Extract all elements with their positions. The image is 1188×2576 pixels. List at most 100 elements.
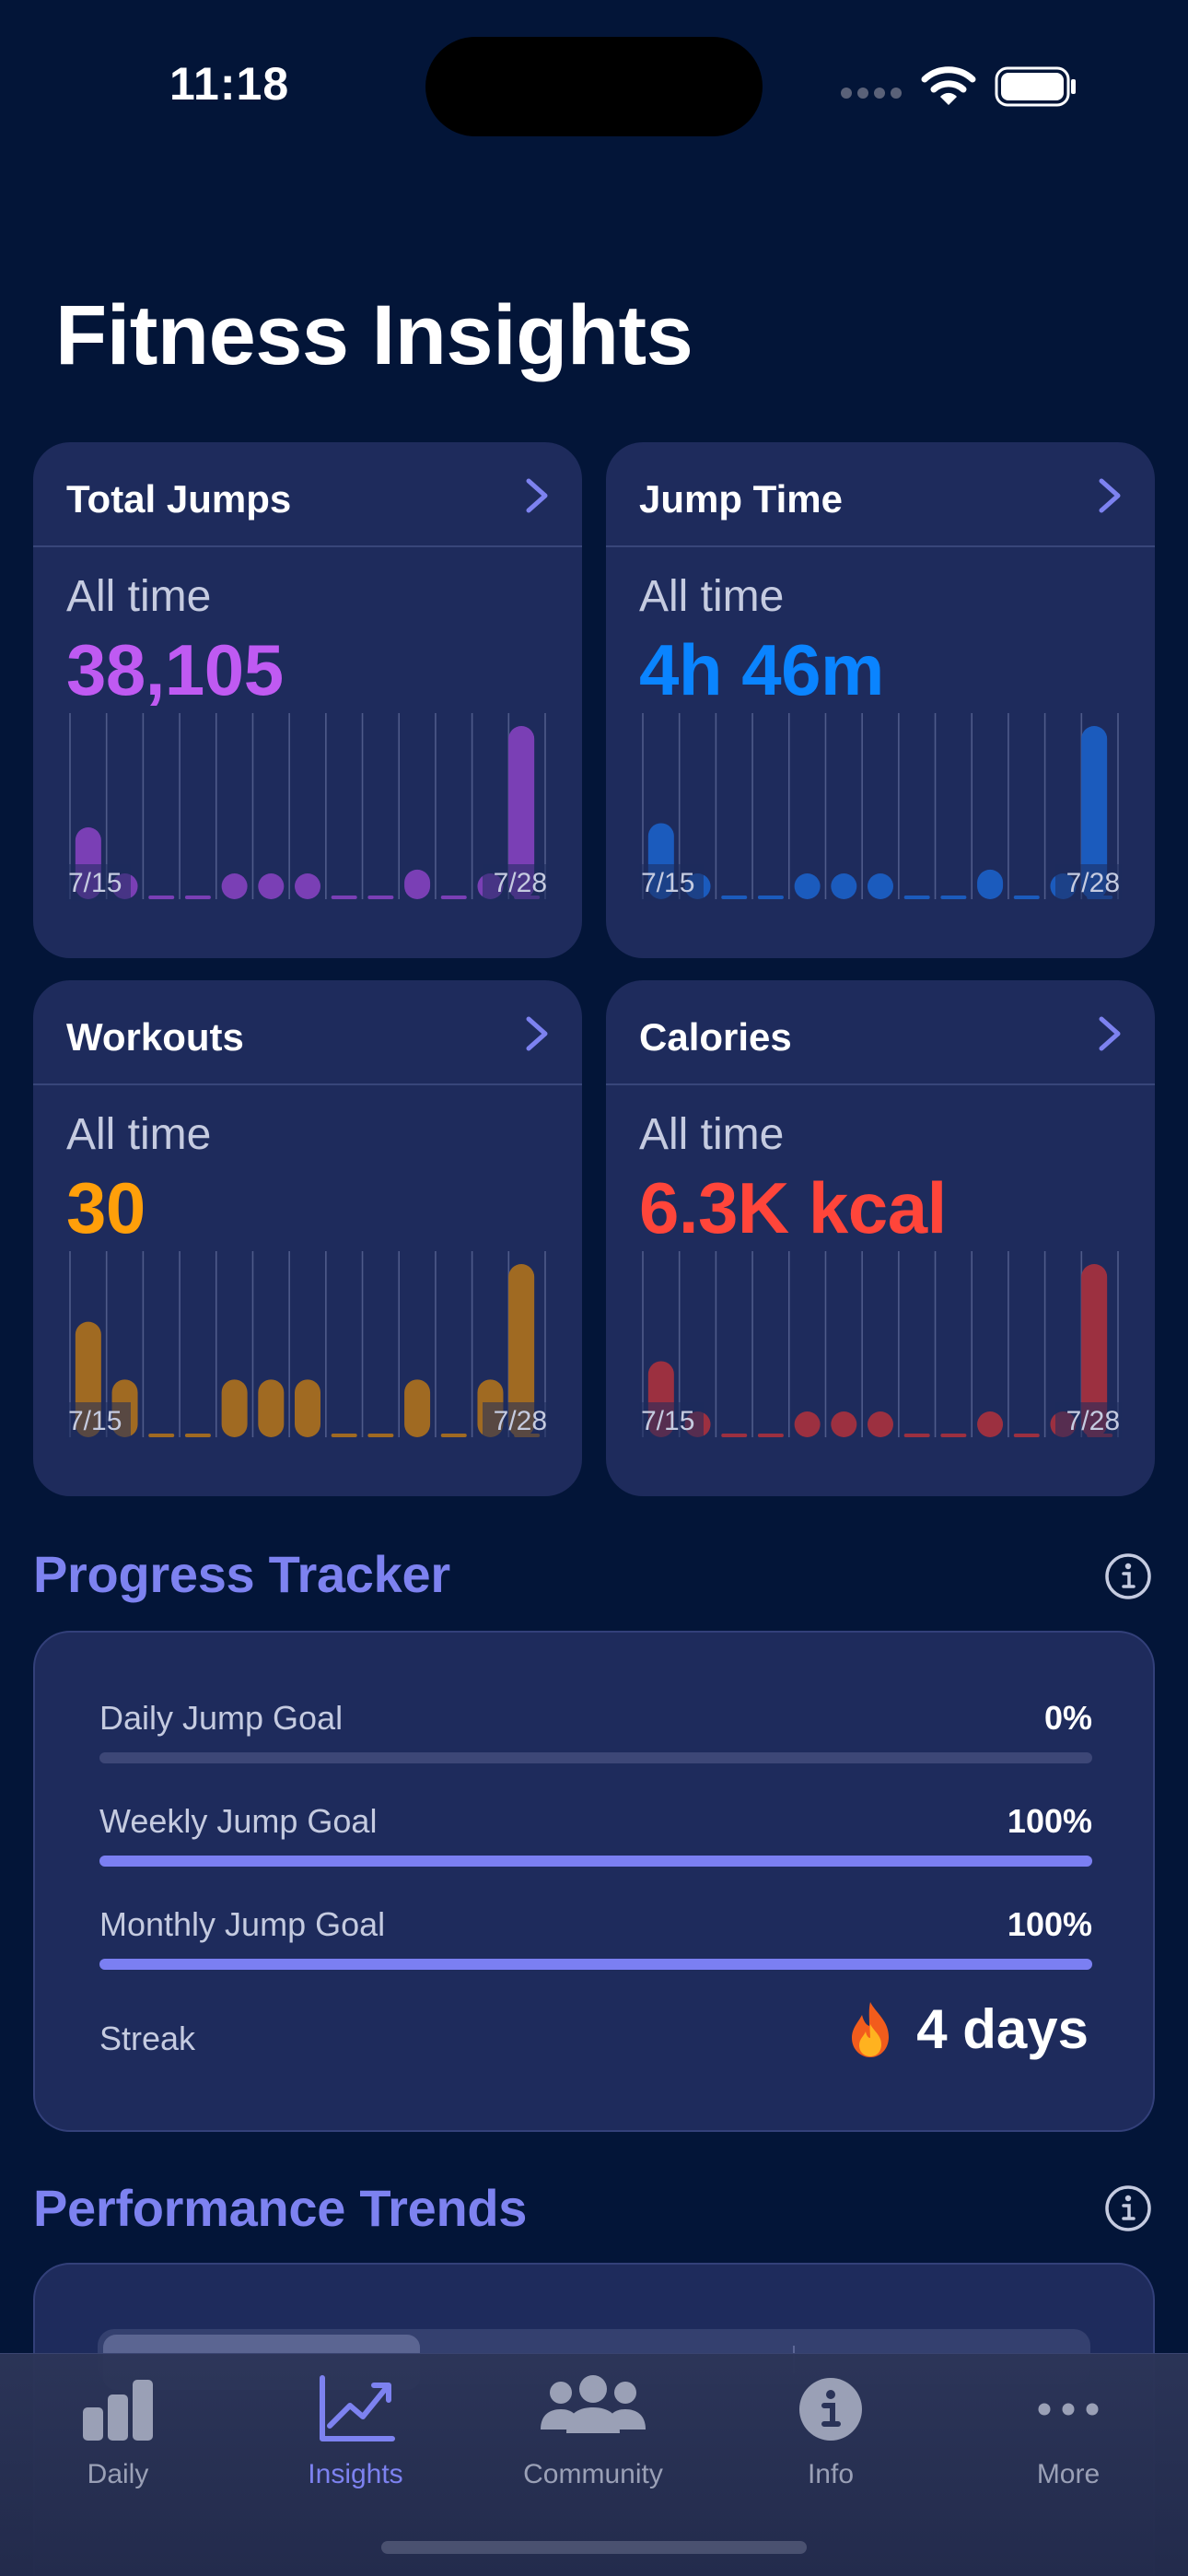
chart-bar [903, 896, 930, 899]
info-icon[interactable] [1103, 1551, 1153, 1601]
flame-icon [852, 2001, 890, 2057]
chart-bar [440, 1434, 467, 1437]
chart-bar [508, 726, 535, 899]
card-subtitle: All time [66, 1110, 212, 1159]
goal-progress-bar [99, 1752, 1092, 1763]
tab-label: Info [807, 2459, 855, 2489]
tab-daily[interactable]: Daily [17, 2372, 219, 2490]
chart-bar [258, 873, 285, 899]
people-icon [541, 2375, 646, 2433]
chart-bar [258, 1379, 285, 1437]
label-backdrop [483, 864, 549, 901]
tab-insights[interactable]: Insights [254, 2372, 457, 2490]
jump-time-card[interactable]: Jump Time All time 4h 46m 7/15 7/28 [606, 442, 1155, 958]
chart-start-label: 7/15 [68, 868, 122, 898]
chart-end-label: 7/28 [1066, 868, 1120, 898]
chart-bar [295, 1379, 320, 1437]
chart-end-label: 7/28 [1066, 1406, 1120, 1436]
chart-start-label: 7/15 [68, 1406, 122, 1436]
chart-bar [868, 873, 893, 899]
chart-bar [1081, 726, 1108, 899]
chart-bar [367, 896, 394, 899]
label-backdrop [483, 1402, 549, 1439]
chart-start-label: 7/15 [641, 868, 694, 898]
label-backdrop [66, 864, 131, 901]
trend-chart-icon [320, 2375, 395, 2441]
goal-progress-fill [99, 1959, 1092, 1970]
daily-goal-row: Daily Jump Goal 0% [99, 1699, 1092, 1763]
card-header[interactable]: Jump Time [606, 442, 1155, 547]
chart-bar [1013, 896, 1040, 899]
label-backdrop [639, 1402, 704, 1439]
streak-label: Streak [99, 2020, 196, 2057]
card-title: Workouts [66, 1015, 244, 1059]
label-backdrop [1055, 1402, 1122, 1439]
card-header[interactable]: Total Jumps [33, 442, 582, 547]
tab-label: Community [523, 2459, 663, 2489]
page-title: Fitness Insights [55, 288, 693, 382]
card-value: 30 [66, 1167, 146, 1248]
chart-bar [940, 1434, 967, 1437]
chart-bar [367, 1434, 394, 1437]
tab-bar: Daily Insights Community [0, 2353, 1188, 2576]
goal-label: Weekly Jump Goal [99, 1802, 378, 1840]
tab-community[interactable]: Community [492, 2372, 694, 2490]
progress-tracker-title: Progress Tracker [33, 1545, 450, 1603]
card-subtitle: All time [66, 572, 212, 621]
calories-chart: 7/15 7/28 [639, 1251, 1122, 1439]
chevron-right-icon[interactable] [518, 1013, 554, 1054]
chart-bar [831, 873, 857, 899]
home-indicator [381, 2541, 807, 2554]
card-title: Jump Time [639, 477, 843, 521]
jump-time-chart: 7/15 7/28 [639, 713, 1122, 901]
goal-label: Daily Jump Goal [99, 1699, 344, 1737]
monthly-goal-row: Monthly Jump Goal 100% [99, 1905, 1092, 1970]
card-title: Calories [639, 1015, 792, 1059]
goal-progress-fill [99, 1856, 1092, 1867]
chart-bar [331, 896, 357, 899]
chevron-right-icon[interactable] [1090, 475, 1127, 516]
calories-card[interactable]: Calories All time 6.3K kcal 7/15 7/28 [606, 980, 1155, 1496]
card-value: 6.3K kcal [639, 1167, 947, 1248]
chart-bar [868, 1411, 893, 1437]
chart-bar [757, 896, 784, 899]
chart-bar [148, 1434, 175, 1437]
card-header[interactable]: Workouts [33, 980, 582, 1085]
workouts-card[interactable]: Workouts All time 30 7/15 7/28 [33, 980, 582, 1496]
goal-value: 100% [1007, 1802, 1092, 1840]
streak-value-group: 4 days [844, 1997, 1089, 2061]
wifi-icon [921, 66, 976, 105]
label-backdrop [639, 864, 704, 901]
total-jumps-card[interactable]: Total Jumps All time 38,105 7/15 7/28 [33, 442, 582, 958]
info-icon[interactable] [1103, 2184, 1153, 2233]
chart-bar [184, 1434, 211, 1437]
tab-label: Insights [308, 2459, 403, 2489]
chart-bar [903, 1434, 930, 1437]
chevron-right-icon[interactable] [1090, 1013, 1127, 1054]
tab-more[interactable]: More [967, 2372, 1170, 2490]
chart-bar [721, 896, 748, 899]
chart-bar [1013, 1434, 1040, 1437]
performance-trends-title: Performance Trends [33, 2179, 528, 2237]
chart-bar [977, 1411, 1004, 1437]
tab-info[interactable]: Info [729, 2372, 932, 2490]
goal-value: 100% [1007, 1905, 1092, 1943]
goal-progress-bar [99, 1856, 1092, 1867]
chart-bar [940, 896, 967, 899]
label-backdrop [1055, 864, 1122, 901]
chart-bar [148, 896, 175, 899]
chart-bar [404, 869, 431, 899]
dynamic-island [425, 37, 763, 136]
battery-icon [995, 66, 1076, 107]
card-header[interactable]: Calories [606, 980, 1155, 1085]
card-subtitle: All time [639, 1110, 785, 1159]
chart-bar [221, 873, 248, 899]
total-jumps-chart: 7/15 7/28 [66, 713, 549, 901]
chevron-right-icon[interactable] [518, 475, 554, 516]
chart-bar [440, 896, 467, 899]
card-title: Total Jumps [66, 477, 292, 521]
chart-bar [508, 1264, 535, 1437]
tab-label: More [1036, 2459, 1101, 2489]
ellipsis-icon [1038, 2403, 1099, 2416]
tab-label: Daily [87, 2459, 149, 2489]
